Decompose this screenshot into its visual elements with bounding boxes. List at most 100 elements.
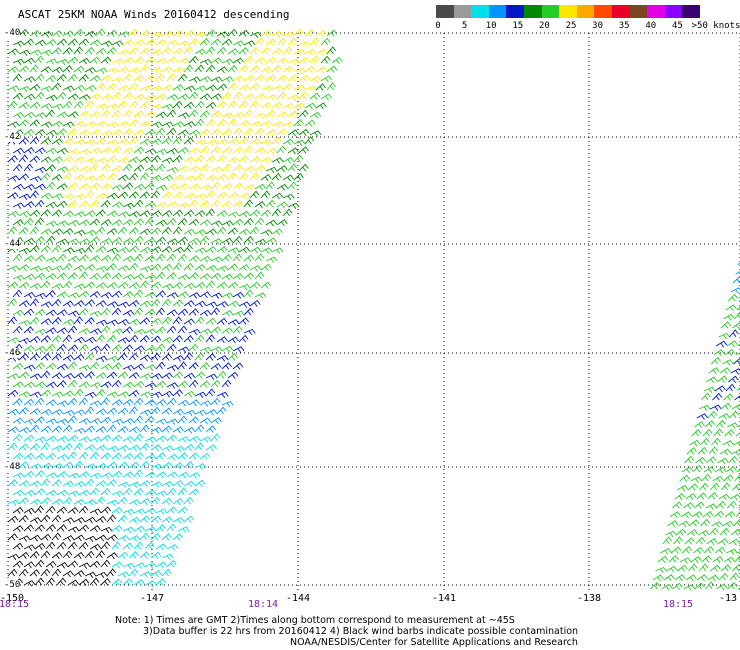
wind-barb [89,508,102,515]
wind-barb [128,516,141,524]
wind-barb [683,502,695,510]
wind-barb [199,38,210,46]
wind-barb [210,199,221,208]
wind-barb [713,510,725,518]
wind-barb [106,334,117,343]
wind-barb [155,380,167,388]
wind-barb [73,388,84,397]
wind-barb [309,130,322,137]
wind-barb [701,473,712,482]
wind-barb [719,527,730,536]
wind-barb [681,546,693,554]
wind-barb [100,397,110,406]
wind-barb [122,163,133,172]
wind-barb [111,541,121,550]
wind-barb [34,91,45,100]
wind-barb [183,209,195,217]
wind-barb [736,306,740,311]
wind-barb [194,229,207,236]
wind-barb [67,579,79,587]
wind-barb [243,165,256,173]
wind-barb [155,184,168,191]
wind-barb [243,55,254,64]
wind-barb [194,281,206,289]
wind-barb [293,154,304,163]
wind-barb [111,272,123,280]
wind-barb [150,426,163,434]
wind-barb [45,147,57,155]
wind-barb [227,227,239,235]
wind-barb [7,316,18,325]
wind-barb [34,39,46,47]
wind-barb [155,148,168,156]
wind-barb [100,237,113,245]
wind-barb [18,535,31,542]
wind-barb [73,156,85,164]
wind-barb [122,364,135,372]
wind-barb [89,436,102,443]
wind-barb [84,535,97,543]
wind-barb [232,182,244,190]
wind-barb [150,66,163,74]
wind-barb [73,336,86,344]
wind-barb [166,506,178,514]
wind-barb [62,47,73,55]
wind-barb [227,28,238,37]
wind-barb [117,174,129,182]
note-line-1: Note: 1) Times are GMT 2)Times along bot… [115,615,515,626]
wind-barb [133,452,144,460]
wind-barb [161,425,173,433]
legend-swatch [576,5,595,18]
wind-barb [89,272,101,280]
wind-barb [166,382,179,389]
wind-barb [265,166,278,174]
wind-barb [652,574,664,582]
wind-barb [73,46,83,55]
wind-barb [177,471,190,479]
wind-barb [139,515,150,523]
wind-barb [45,58,58,65]
wind-barb [29,101,41,109]
wind-barb [260,139,273,146]
wind-barb [238,29,250,37]
wind-barb [117,337,130,344]
wind-barb [320,75,332,83]
wind-barb [685,493,697,501]
wind-barb [706,456,717,464]
wind-barb [232,127,243,136]
wind-barb [249,46,260,55]
wind-barb [29,175,42,183]
wind-barb [73,460,84,469]
wind-barb [669,511,681,519]
wind-barb [117,211,130,218]
wind-barb [210,346,223,353]
wind-barb [177,452,188,460]
wind-barb [689,519,700,527]
wind-barb [199,309,212,317]
wind-barb [106,155,118,163]
wind-barb [40,265,53,273]
wind-barb [221,38,233,46]
wind-barb [84,229,97,237]
wind-barb [51,479,62,487]
wind-barb [243,199,254,208]
wind-barb [650,582,661,590]
wind-barb [177,40,190,47]
wind-barb [709,404,722,411]
wind-barb [282,31,295,38]
wind-barb [254,183,267,191]
wind-barb [95,137,107,145]
wind-barb [718,493,730,501]
wind-barb [128,282,140,290]
wind-barb [117,226,128,235]
wind-barb [18,264,30,272]
wind-barb [238,47,249,55]
wind-barb [166,292,179,299]
wind-barb [144,526,157,533]
wind-barb [67,182,79,190]
wind-barb [155,127,166,136]
wind-barb [139,228,151,236]
wind-barb [161,568,172,577]
wind-barb [690,556,702,564]
wind-barb [183,515,195,523]
